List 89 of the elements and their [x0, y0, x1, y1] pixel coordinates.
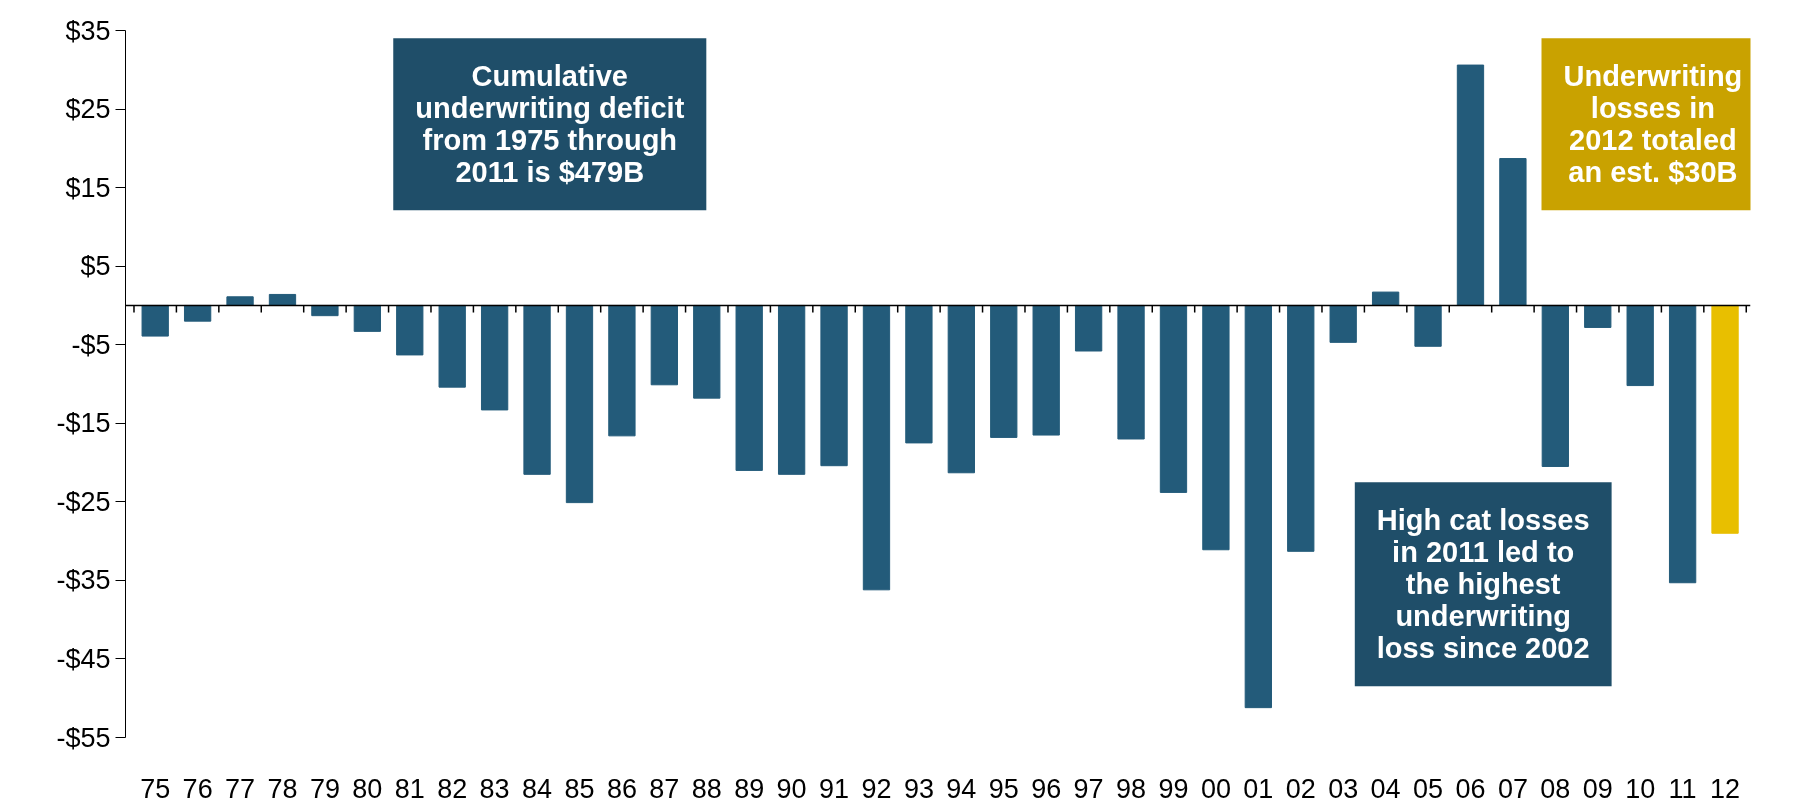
x-tick-label: 76 [182, 773, 213, 803]
x-tick-label: 91 [819, 773, 850, 803]
x-tick-label: 00 [1200, 773, 1231, 803]
x-tick-label: 11 [1668, 773, 1697, 803]
x-tick-label: 87 [649, 773, 680, 803]
x-tick-label: 86 [606, 773, 637, 803]
bar [947, 304, 975, 474]
x-tick-label: 97 [1073, 773, 1104, 803]
x-tick-label: 84 [522, 773, 553, 803]
annotation: Cumulative underwriting deficit from 1975 through 2011 is $479B [415, 60, 685, 189]
bar [1711, 304, 1739, 534]
x-tick-label: 01 [1243, 773, 1274, 803]
x-tick-label: 08 [1540, 773, 1571, 803]
bar [1584, 304, 1612, 328]
y-tick-label: $15 [65, 172, 111, 203]
bar [396, 304, 424, 356]
x-tick-label: 09 [1582, 773, 1613, 803]
bar [1668, 304, 1697, 584]
x-tick-label: 88 [691, 773, 722, 803]
x-tick-label: 10 [1625, 773, 1656, 803]
bar [1626, 304, 1654, 387]
x-tick-label: 06 [1455, 773, 1486, 803]
bar [608, 304, 636, 437]
bar [905, 304, 933, 444]
bar [1329, 304, 1357, 343]
bar [438, 304, 466, 388]
bar [1032, 304, 1060, 436]
bar [1202, 304, 1230, 551]
bar [1117, 304, 1145, 440]
bar [777, 304, 806, 475]
y-tick-label: $5 [80, 251, 111, 282]
x-tick-label: 96 [1031, 773, 1062, 803]
bar [1244, 304, 1272, 709]
y-tick-label: $25 [65, 94, 111, 125]
y-tick-label: -$15 [56, 408, 111, 439]
x-tick-label: 78 [267, 773, 298, 803]
annotation: High cat losses in 2011 led to the highest underwriting loss since 2002 [1376, 504, 1590, 665]
x-tick-label: 12 [1710, 773, 1741, 803]
x-tick-label: 93 [903, 773, 934, 803]
bar [1074, 304, 1103, 352]
bar [480, 304, 509, 411]
bar [1499, 158, 1527, 306]
x-tick-label: 83 [479, 773, 510, 803]
x-tick-label: 05 [1413, 773, 1444, 803]
y-tick-label: -$45 [56, 643, 111, 674]
bar [735, 304, 763, 471]
bar [862, 304, 891, 591]
y-tick-label: -$25 [56, 486, 111, 517]
x-tick-label: 92 [861, 773, 892, 803]
bar [565, 304, 594, 504]
bar [820, 304, 848, 467]
bar [141, 304, 169, 337]
bar [183, 304, 212, 322]
x-tick-label: 07 [1497, 773, 1528, 803]
bar [353, 304, 381, 332]
bar [1287, 304, 1315, 552]
x-tick-label: 03 [1328, 773, 1359, 803]
x-tick-label: 04 [1370, 773, 1401, 803]
y-tick-label: -$35 [56, 565, 111, 596]
bar [311, 304, 339, 317]
bar [693, 304, 721, 399]
x-tick-label: 82 [437, 773, 468, 803]
x-tick-label: 99 [1158, 773, 1189, 803]
x-tick-label: 89 [734, 773, 765, 803]
x-tick-label: 02 [1285, 773, 1316, 803]
x-tick-label: 81 [394, 773, 425, 803]
x-tick-label: 94 [946, 773, 977, 803]
bar [1159, 304, 1188, 493]
bar [1371, 291, 1400, 306]
bar [523, 304, 551, 475]
y-tick-label: -$55 [56, 722, 111, 753]
x-tick-label: 75 [140, 773, 171, 803]
y-tick-label: $35 [65, 15, 111, 46]
bar [1456, 64, 1485, 306]
x-tick-label: 80 [352, 773, 383, 803]
x-tick-label: 77 [225, 773, 256, 803]
x-tick-label: 85 [564, 773, 595, 803]
bar [1541, 304, 1569, 467]
x-tick-label: 95 [988, 773, 1019, 803]
bar [990, 304, 1018, 438]
x-tick-label: 98 [1116, 773, 1147, 803]
bar [1414, 304, 1442, 347]
bar [268, 293, 297, 306]
bar [226, 296, 254, 306]
bar [650, 304, 678, 386]
y-tick-label: -$5 [71, 329, 111, 360]
x-tick-label: 90 [776, 773, 807, 803]
x-tick-label: 79 [309, 773, 340, 803]
annotation: Underwriting losses in 2012 totaled an est. $30B [1563, 60, 1743, 189]
